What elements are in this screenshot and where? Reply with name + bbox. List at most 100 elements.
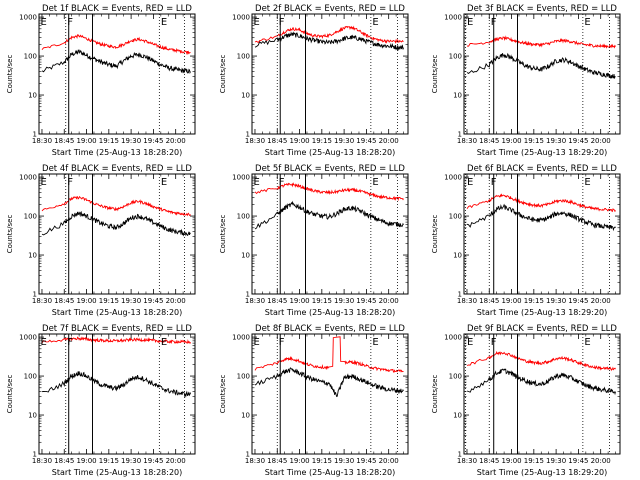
x-axis-label: Start Time (25-Aug-13 18:28:20) xyxy=(52,308,183,317)
x-tick-label: 19:15 xyxy=(524,137,544,145)
plot-frame xyxy=(463,333,621,455)
x-tick-label: 19:00 xyxy=(76,297,96,305)
x-tick-label: 19:45 xyxy=(356,457,376,465)
y-axis-label: Counts/sec xyxy=(6,215,14,254)
y-tick-label: 100 xyxy=(449,53,462,61)
x-tick-label: 19:00 xyxy=(289,137,309,145)
marker-label: E xyxy=(372,177,378,188)
series-line-events xyxy=(41,49,191,74)
marker-label: E xyxy=(372,337,378,348)
x-tick-label: 18:30 xyxy=(32,137,52,145)
plot-frame xyxy=(251,333,409,455)
y-tick-label: 1 xyxy=(458,291,462,299)
panel-title: Det 9f BLACK = Events, RED = LLD xyxy=(467,324,617,334)
panel-det-4: Det 4f BLACK = Events, RED = LLD Counts/s… xyxy=(6,164,196,317)
x-tick-label: 20:00 xyxy=(166,137,186,145)
y-tick-label: 1 xyxy=(246,291,250,299)
y-tick-label: 10 xyxy=(28,252,37,260)
x-tick-label: 18:45 xyxy=(479,137,499,145)
x-tick-label: 20:00 xyxy=(379,137,399,145)
panel-det-9: Det 9f BLACK = Events, RED = LLD Counts/s… xyxy=(431,324,621,477)
x-tick-label: 19:00 xyxy=(289,457,309,465)
x-axis-label: Start Time (25-Aug-13 18:29:20) xyxy=(477,148,608,157)
y-tick-label: 10 xyxy=(453,92,462,100)
y-tick-label: 1000 xyxy=(232,334,250,342)
x-axis-label: Start Time (25-Aug-13 18:28:20) xyxy=(52,468,183,477)
y-axis-label: Counts/sec xyxy=(6,55,14,94)
panel-title: Det 4f BLACK = Events, RED = LLD xyxy=(42,164,192,174)
x-tick-label: 18:30 xyxy=(245,297,265,305)
y-tick-label: 1000 xyxy=(19,334,37,342)
x-tick-label: 18:30 xyxy=(457,137,477,145)
x-tick-label: 19:00 xyxy=(501,297,521,305)
x-tick-label: 18:45 xyxy=(54,457,74,465)
series-line-events xyxy=(41,211,191,237)
marker-label: E xyxy=(254,177,260,188)
panel-det-6: Det 6f BLACK = Events, RED = LLD Counts/s… xyxy=(431,164,621,317)
x-tick-label: 18:45 xyxy=(267,137,287,145)
panel-det-2: Det 2f BLACK = Events, RED = LLD Counts/s… xyxy=(219,4,409,157)
marker-label: F xyxy=(67,337,73,348)
x-axis-label: Start Time (25-Aug-13 18:28:20) xyxy=(265,148,396,157)
series-line-lld xyxy=(254,336,404,373)
x-tick-label: 19:15 xyxy=(524,457,544,465)
x-tick-label: 20:00 xyxy=(379,297,399,305)
x-tick-label: 19:15 xyxy=(312,297,332,305)
panel-title: Det 3f BLACK = Events, RED = LLD xyxy=(467,4,617,14)
y-tick-label: 100 xyxy=(24,53,37,61)
y-axis-label: Counts/sec xyxy=(431,215,439,254)
y-tick-label: 1 xyxy=(33,291,37,299)
panel-title: Det 5f BLACK = Events, RED = LLD xyxy=(255,164,405,174)
series-line-events xyxy=(466,368,616,396)
series-line-events xyxy=(254,367,404,398)
marker-label: E xyxy=(467,177,473,188)
y-tick-label: 100 xyxy=(24,213,37,221)
series-line-events xyxy=(466,52,616,80)
marker-label: E xyxy=(41,177,47,188)
y-tick-label: 1000 xyxy=(19,174,37,182)
plot-frame xyxy=(38,173,196,295)
x-axis-label: Start Time (25-Aug-13 18:29:20) xyxy=(477,308,608,317)
x-tick-label: 19:45 xyxy=(568,297,588,305)
x-tick-label: 19:30 xyxy=(334,297,354,305)
x-tick-label: 18:30 xyxy=(245,457,265,465)
marker-label: F xyxy=(279,337,285,348)
x-tick-label: 18:30 xyxy=(32,457,52,465)
panel-title: Det 6f BLACK = Events, RED = LLD xyxy=(467,164,617,174)
marker-label: E xyxy=(584,337,590,348)
y-tick-label: 1000 xyxy=(444,334,462,342)
y-tick-label: 1000 xyxy=(232,174,250,182)
x-tick-label: 19:30 xyxy=(546,297,566,305)
panel-title: Det 2f BLACK = Events, RED = LLD xyxy=(255,4,405,14)
x-axis-label: Start Time (25-Aug-13 18:28:20) xyxy=(52,148,183,157)
x-axis-label: Start Time (25-Aug-13 18:28:20) xyxy=(265,308,396,317)
y-tick-label: 10 xyxy=(28,92,37,100)
x-tick-label: 19:00 xyxy=(289,297,309,305)
marker-label: E xyxy=(584,17,590,28)
plot-frame xyxy=(38,13,196,135)
series-line-events xyxy=(466,203,616,232)
y-tick-label: 10 xyxy=(453,252,462,260)
x-tick-label: 20:00 xyxy=(379,457,399,465)
x-tick-label: 19:30 xyxy=(121,137,141,145)
marker-label: F xyxy=(67,177,73,188)
x-tick-label: 19:45 xyxy=(356,137,376,145)
panel-det-7: Det 7f BLACK = Events, RED = LLD Counts/s… xyxy=(6,324,196,477)
series-line-lld xyxy=(41,336,191,345)
y-tick-label: 1 xyxy=(246,131,250,139)
x-tick-label: 18:30 xyxy=(32,297,52,305)
marker-label: E xyxy=(41,337,47,348)
x-tick-label: 19:45 xyxy=(568,137,588,145)
x-tick-label: 18:45 xyxy=(54,137,74,145)
series-line-lld xyxy=(466,193,616,213)
y-tick-label: 1000 xyxy=(19,14,37,22)
y-tick-label: 10 xyxy=(453,412,462,420)
y-tick-label: 100 xyxy=(24,373,37,381)
x-tick-label: 19:00 xyxy=(501,137,521,145)
y-tick-label: 100 xyxy=(449,213,462,221)
y-tick-label: 1000 xyxy=(444,14,462,22)
x-tick-label: 18:30 xyxy=(245,137,265,145)
y-tick-label: 10 xyxy=(241,92,250,100)
x-tick-label: 19:30 xyxy=(121,457,141,465)
x-tick-label: 19:30 xyxy=(121,297,141,305)
